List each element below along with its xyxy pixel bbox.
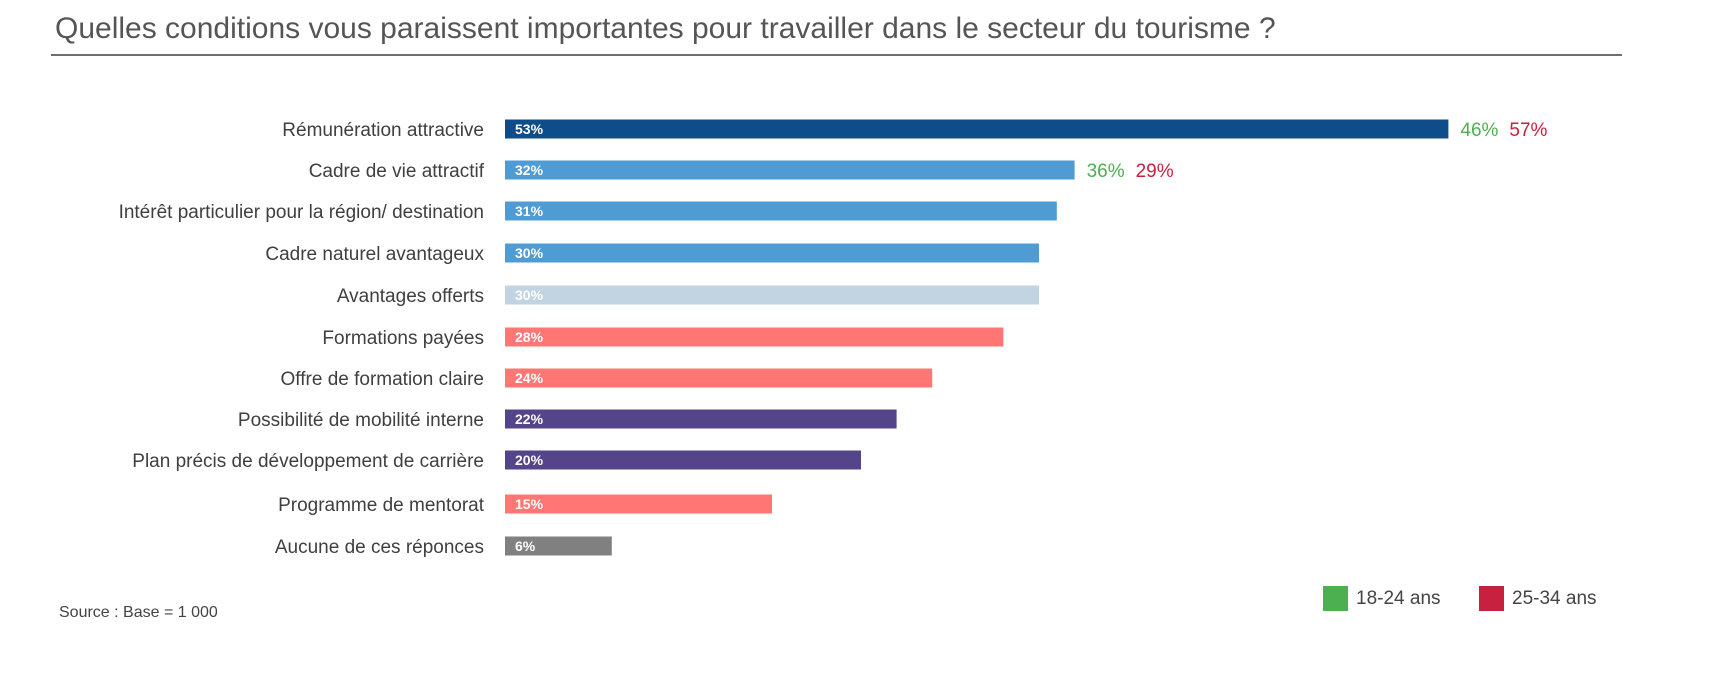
value-label-programme-de-mentorat: 15%	[515, 496, 544, 512]
value-label-offre-de-formation-claire: 24%	[515, 370, 544, 386]
chart-title: Quelles conditions vous paraissent impor…	[55, 12, 1276, 45]
value-label-avantages-offerts: 30%	[515, 287, 544, 303]
category-label-plan-precis-de-developpement-de-carriere: Plan précis de développement de carrière	[132, 451, 484, 472]
category-label-offre-de-formation-claire: Offre de formation claire	[281, 369, 484, 390]
age-value-18-24-ans-remuneration-attractive: 46%	[1460, 120, 1498, 141]
category-label-formations-payees: Formations payées	[322, 328, 484, 349]
category-label-possibilite-de-mobilite-interne: Possibilité de mobilité interne	[238, 410, 484, 431]
value-label-possibilite-de-mobilite-interne: 22%	[515, 411, 544, 427]
category-label-avantages-offerts: Avantages offerts	[337, 286, 484, 307]
legend-item-18-24: 18-24 ans	[1323, 586, 1441, 611]
legend-item-25-34: 25-34 ans	[1479, 586, 1597, 611]
category-label-cadre-naturel-avantageux: Cadre naturel avantageux	[265, 244, 484, 265]
bar-remuneration-attractive	[505, 119, 1449, 139]
value-label-cadre-de-vie-attractif: 32%	[515, 162, 544, 178]
bar-formations-payees	[505, 327, 1004, 347]
category-label-cadre-de-vie-attractif: Cadre de vie attractif	[309, 161, 485, 182]
age-value-18-24-ans-cadre-de-vie-attractif: 36%	[1087, 161, 1125, 182]
legend-label-25-34: 25-34 ans	[1512, 587, 1597, 609]
value-label-remuneration-attractive: 53%	[515, 121, 544, 137]
age-value-25-34-ans-cadre-de-vie-attractif: 29%	[1136, 161, 1174, 182]
age-value-25-34-ans-remuneration-attractive: 57%	[1509, 120, 1547, 141]
bar-aucune-de-ces-reponces	[505, 536, 612, 556]
bar-offre-de-formation-claire	[505, 368, 933, 388]
value-label-aucune-de-ces-reponces: 6%	[515, 538, 536, 554]
bar-avantages-offerts	[505, 285, 1039, 305]
category-label-aucune-de-ces-reponces: Aucune de ces réponces	[275, 537, 484, 558]
bar-interet-particulier-pour-la-region-destination	[505, 201, 1057, 221]
bar-possibilite-de-mobilite-interne	[505, 409, 897, 429]
title-divider	[51, 54, 1622, 56]
value-label-interet-particulier-pour-la-region-destination: 31%	[515, 203, 544, 219]
bar-programme-de-mentorat	[505, 494, 772, 514]
source-note: Source : Base = 1 000	[59, 604, 218, 621]
category-label-remuneration-attractive: Rémunération attractive	[282, 120, 484, 141]
value-label-formations-payees: 28%	[515, 329, 544, 345]
category-label-interet-particulier-pour-la-region-destination: Intérêt particulier pour la région/ dest…	[119, 202, 484, 223]
legend-label-18-24: 18-24 ans	[1356, 587, 1441, 609]
value-label-cadre-naturel-avantageux: 30%	[515, 245, 544, 261]
bar-cadre-naturel-avantageux	[505, 243, 1039, 263]
bar-cadre-de-vie-attractif	[505, 160, 1075, 180]
category-label-programme-de-mentorat: Programme de mentorat	[278, 495, 485, 516]
bar-plan-precis-de-developpement-de-carriere	[505, 450, 861, 470]
legend-swatch-18-24	[1323, 586, 1348, 611]
value-label-plan-precis-de-developpement-de-carriere: 20%	[515, 452, 544, 468]
legend-swatch-25-34	[1479, 586, 1504, 611]
